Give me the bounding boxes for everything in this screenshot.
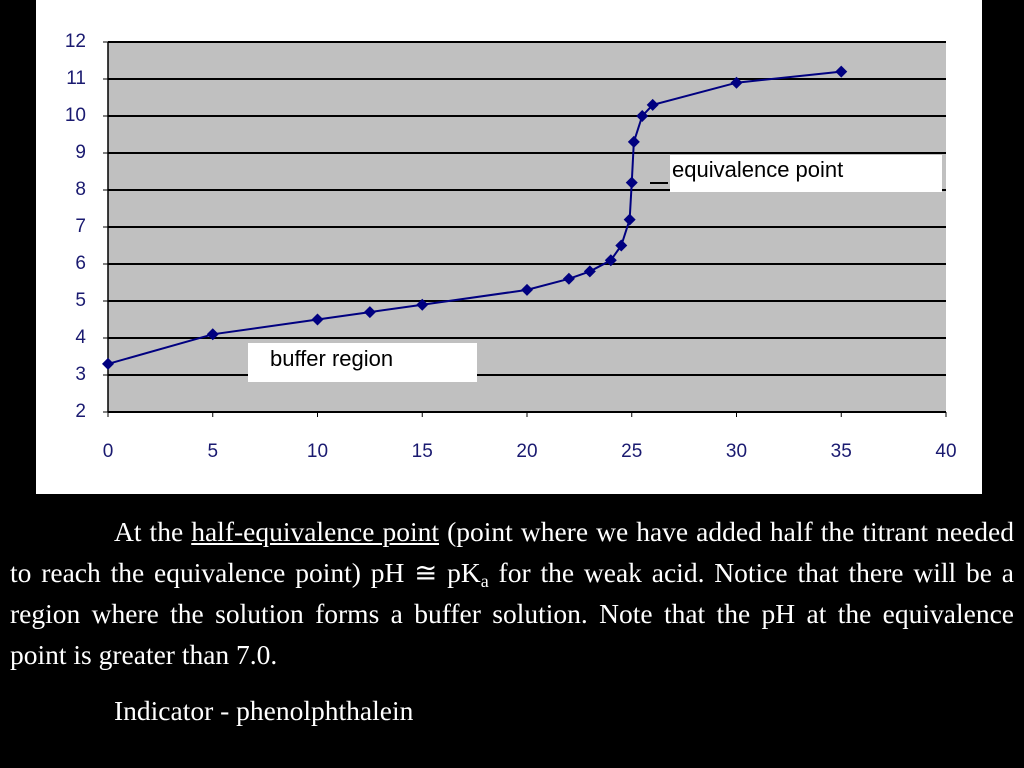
- y-tick-label: 11: [66, 68, 86, 89]
- y-tick-label: 12: [65, 31, 86, 52]
- grid: [103, 41, 947, 417]
- y-tick-label: 3: [75, 364, 86, 385]
- x-tick-label: 35: [831, 441, 852, 462]
- marker: [646, 98, 659, 111]
- annotation-box: [670, 155, 942, 192]
- x-tick-label: 25: [621, 441, 642, 462]
- text: for the weak acid. Notice that there wil…: [10, 557, 1014, 670]
- y-tick-label: 4: [75, 327, 86, 348]
- marker: [835, 65, 848, 78]
- x-tick-label: 10: [307, 441, 328, 462]
- marker: [416, 298, 429, 311]
- marker: [583, 265, 596, 278]
- y-tick-label: 5: [75, 290, 86, 311]
- y-tick-label: 8: [75, 179, 86, 200]
- annotation: buffer region: [270, 346, 393, 371]
- annotation: equivalence point: [672, 157, 843, 182]
- marker: [521, 283, 533, 296]
- chart: equivalence point buffer region 2 3 4 5 6 7 8 9…: [36, 0, 982, 494]
- y-tick-label: 2: [75, 401, 86, 422]
- marker: [623, 213, 636, 226]
- indicator: Indicator - phenolphthalein: [114, 695, 414, 726]
- paragraph: At the half-equivalence point (point whe…: [10, 511, 1014, 675]
- marker: [604, 254, 617, 267]
- marker: [206, 328, 219, 341]
- y-tick-label: 7: [75, 216, 86, 237]
- term: half-equivalence point: [191, 516, 440, 547]
- marker: [636, 110, 649, 122]
- text: (point where we have added half the titr…: [10, 516, 1014, 588]
- marker: [562, 272, 575, 285]
- marker: [627, 135, 640, 148]
- x-tick-label: 20: [516, 441, 537, 462]
- marker: [311, 313, 324, 326]
- series: [102, 65, 848, 370]
- x-tick-label: 5: [207, 441, 218, 462]
- x-tick-label: 30: [726, 441, 747, 462]
- y-tick-label: 6: [75, 253, 86, 274]
- text: At the: [114, 516, 192, 547]
- y-tick-label: 9: [75, 142, 86, 163]
- marker: [625, 176, 638, 189]
- marker: [615, 239, 628, 252]
- x-tick-label: 40: [935, 441, 956, 462]
- y-tick-label: 10: [65, 105, 86, 126]
- subscript: a: [480, 571, 489, 591]
- x-tick-label: 15: [412, 441, 433, 462]
- annotation-box: [248, 343, 477, 382]
- marker: [730, 76, 743, 89]
- marker: [102, 357, 114, 370]
- x-tick-label: 0: [103, 441, 114, 462]
- marker: [363, 306, 376, 319]
